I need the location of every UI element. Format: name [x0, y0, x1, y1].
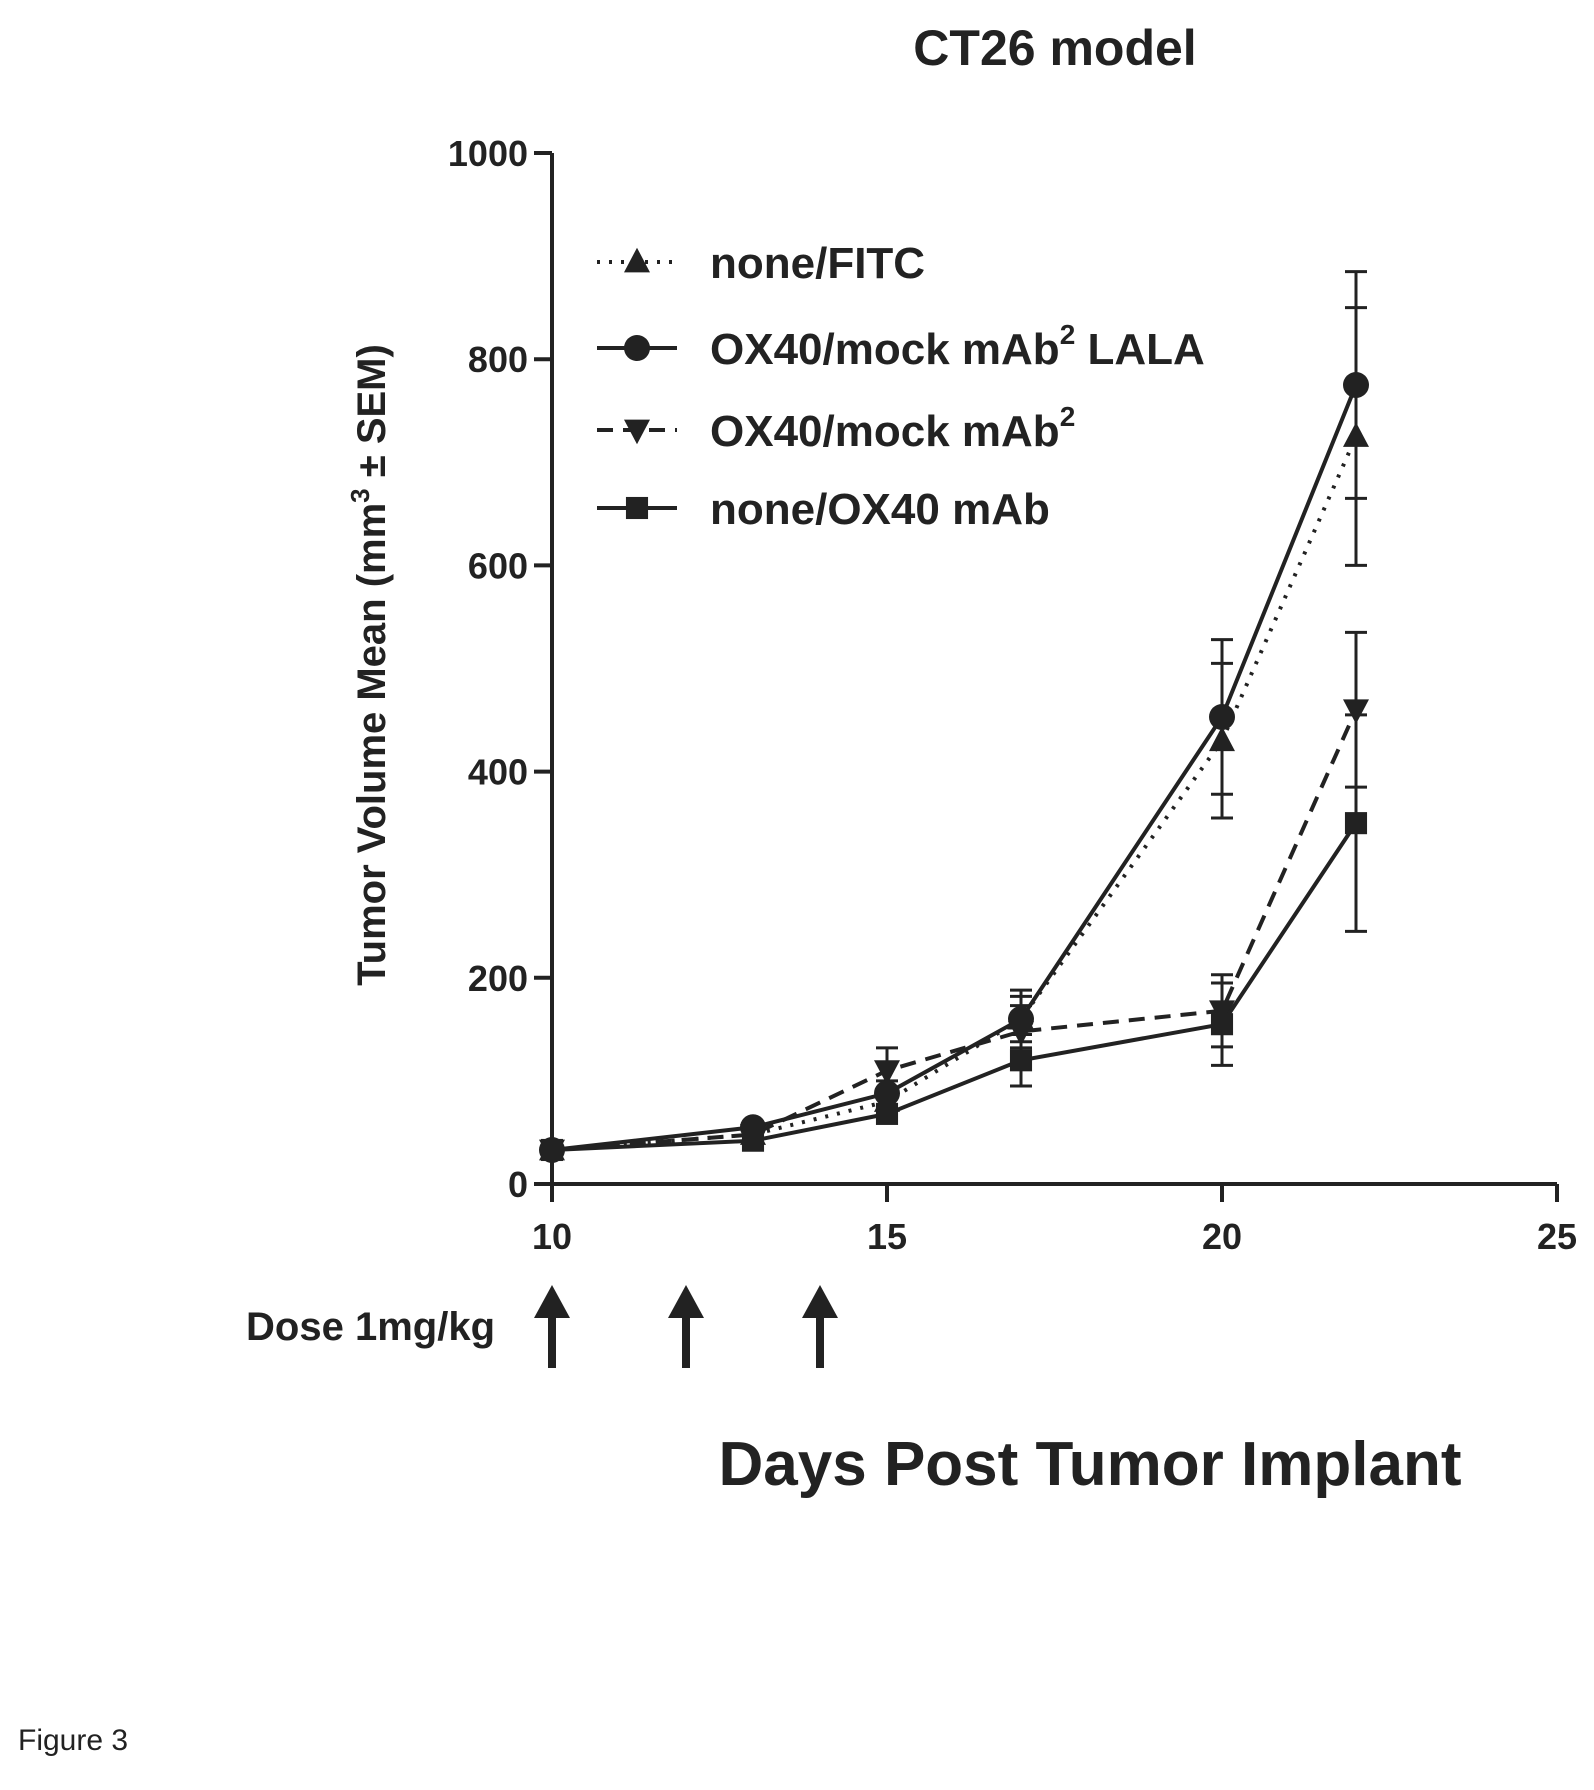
legend-entry: none/OX40 mAb: [597, 485, 1050, 534]
series-line: [551, 708, 1358, 1152]
x-axis-label: Days Post Tumor Implant: [719, 1430, 1462, 1499]
series-1: [539, 270, 1369, 1163]
legend-label-suffix: LALA: [1075, 325, 1205, 374]
y-axis-label-suffix: ± SEM): [350, 344, 394, 488]
legend-marker: [624, 419, 650, 445]
data-point: [1343, 371, 1369, 398]
y-axis-label: Tumor Volume Mean (mm3 ± SEM): [345, 344, 394, 986]
y-tick-label: 200: [468, 958, 528, 999]
svg-text:Tumor Volume Mean (mm3 ± SEM): Tumor Volume Mean (mm3 ± SEM): [345, 344, 394, 986]
x-tick-label: 15: [867, 1216, 907, 1257]
legend-label-name: none/OX40 mAb: [710, 485, 1050, 534]
legend-label: OX40/mock mAb2 LALA: [710, 319, 1205, 374]
y-tick-label: 1000: [448, 133, 528, 174]
x-tick-label: 20: [1202, 1216, 1242, 1257]
y-axis-label-prefix: Tumor Volume Mean (mm: [350, 503, 394, 986]
data-point: [1209, 703, 1235, 730]
x-tick-label: 10: [532, 1216, 572, 1257]
x-tick-label: 25: [1537, 1216, 1577, 1257]
series-3: [540, 713, 1368, 1162]
data-point: [874, 1060, 900, 1085]
dose-arrow: [534, 1285, 570, 1368]
series-line: [551, 435, 1358, 1152]
dose-markers: Dose 1mg/kg: [246, 1285, 838, 1368]
chart-title: CT26 model: [913, 20, 1196, 76]
legend-label: none/OX40 mAb: [710, 485, 1050, 534]
legend-entry: OX40/mock mAb2 LALA: [597, 319, 1205, 374]
data-point: [1210, 1013, 1234, 1036]
legend-label-superscript: 2: [1060, 319, 1076, 350]
data-point: [1344, 812, 1368, 835]
legend-entry: OX40/mock mAb2: [597, 401, 1075, 456]
y-axis-label-superscript: 3: [345, 488, 375, 502]
data-point: [875, 1102, 899, 1125]
legend-marker: [625, 496, 649, 520]
y-tick-label: 400: [468, 752, 528, 793]
y-tick-label: 600: [468, 545, 528, 586]
axes: 0 200 400 600 800 1000 10 15 20 25: [448, 133, 1577, 1257]
dose-arrow-head: [668, 1285, 704, 1318]
legend-label-name: OX40/mock mAb: [710, 407, 1060, 456]
series-line: [551, 384, 1358, 1152]
series-line: [551, 822, 1358, 1152]
legend-marker: [624, 247, 650, 273]
legend-label-name: OX40/mock mAb: [710, 325, 1060, 374]
data-point: [741, 1129, 765, 1152]
dose-arrow-head: [802, 1285, 838, 1318]
series-2: [539, 630, 1369, 1165]
dose-label: Dose 1mg/kg: [246, 1305, 495, 1349]
data-point: [1343, 699, 1369, 725]
legend-label: none/FITC: [710, 239, 925, 288]
dose-arrow: [802, 1285, 838, 1368]
data-point: [540, 1138, 564, 1162]
legend-label: OX40/mock mAb2: [710, 401, 1075, 456]
plot-area: [539, 270, 1369, 1165]
y-tick-label: 0: [508, 1164, 528, 1205]
legend-label-superscript: 2: [1060, 401, 1076, 432]
figure-caption: Figure 3: [18, 1724, 128, 1757]
legend-entry: none/FITC: [597, 239, 925, 288]
legend-label-name: none/FITC: [710, 239, 925, 288]
data-point: [1009, 1049, 1033, 1072]
dose-arrow-head: [534, 1285, 570, 1318]
dose-arrow: [668, 1285, 704, 1368]
y-tick-label: 800: [468, 339, 528, 380]
legend-marker: [624, 335, 650, 361]
